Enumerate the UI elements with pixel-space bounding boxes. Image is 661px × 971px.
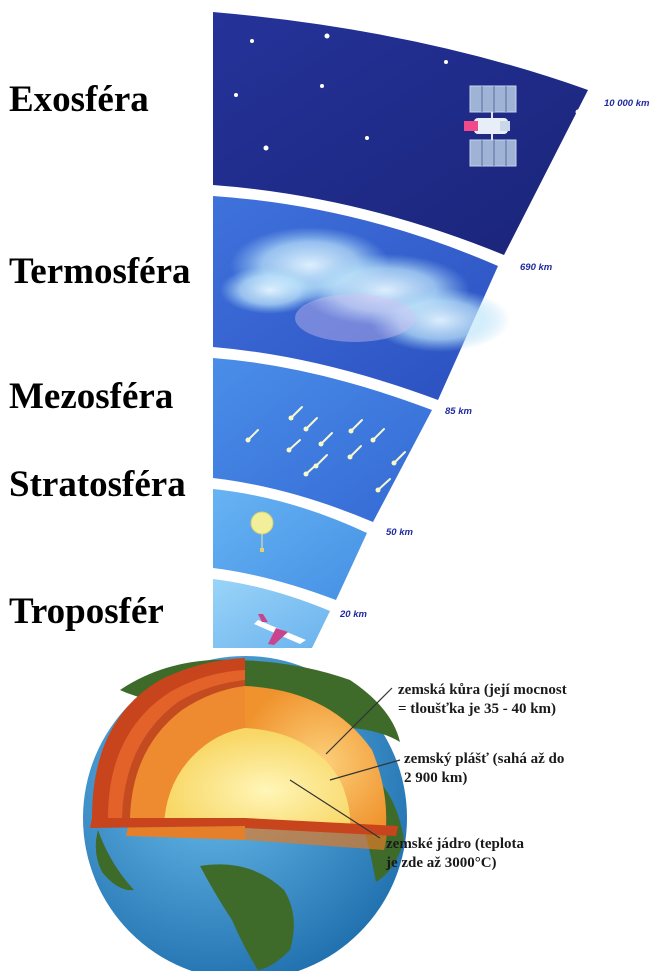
core-annotation-line-2: je zde až 3000°C) bbox=[386, 855, 497, 871]
stratosphere-band bbox=[213, 489, 367, 600]
core-annotation-line-1: zemské jádro (teplota bbox=[386, 836, 525, 852]
boundary-label-20: 20 km bbox=[339, 609, 367, 620]
stars bbox=[234, 33, 581, 151]
exosphere-band bbox=[213, 12, 588, 255]
satellite-icon bbox=[464, 85, 517, 167]
earth-cutaway-diagram bbox=[83, 656, 407, 971]
crust-annotation: zemská kůra (její mocnost = tloušťka je … bbox=[398, 681, 567, 719]
crust-annotation-line-2: = tloušťka je 35 - 40 km) bbox=[398, 701, 557, 717]
boundary-label-10000: 10 000 km bbox=[604, 98, 650, 109]
layer-label-troposfera: Troposfér bbox=[9, 591, 164, 632]
core-layer bbox=[164, 728, 351, 832]
boundary-label-85: 85 km bbox=[445, 406, 472, 417]
boundary-label-690: 690 km bbox=[520, 262, 553, 273]
layer-label-stratosfera: Stratosféra bbox=[9, 464, 186, 505]
boundary-label-50: 50 km bbox=[386, 527, 413, 538]
mantle-annotation-line-2: 2 900 km) bbox=[404, 770, 468, 786]
layer-label-mezosfera: Mezosféra bbox=[9, 376, 174, 417]
layer-label-termosfera: Termosféra bbox=[9, 251, 191, 292]
mantle-annotation: zemský plášť (sahá až do 2 900 km) bbox=[404, 750, 564, 788]
leader-lines bbox=[289, 687, 401, 839]
crust-annotation-line-1: zemská kůra (její mocnost bbox=[398, 682, 567, 698]
layer-label-exosfera: Exosféra bbox=[9, 79, 149, 120]
troposphere-band bbox=[213, 579, 330, 648]
airplane-icon bbox=[254, 614, 306, 645]
core-annotation: zemské jádro (teplota je zde až 3000°C) bbox=[386, 835, 524, 873]
balloon-icon bbox=[250, 511, 274, 552]
mantle-annotation-line-1: zemský plášť (sahá až do bbox=[404, 751, 565, 767]
atmosphere-diagram: 10 000 km 690 km 85 km 50 km 20 km bbox=[213, 12, 650, 648]
mesosphere-band bbox=[213, 358, 432, 522]
aurora-cloud bbox=[220, 227, 510, 352]
